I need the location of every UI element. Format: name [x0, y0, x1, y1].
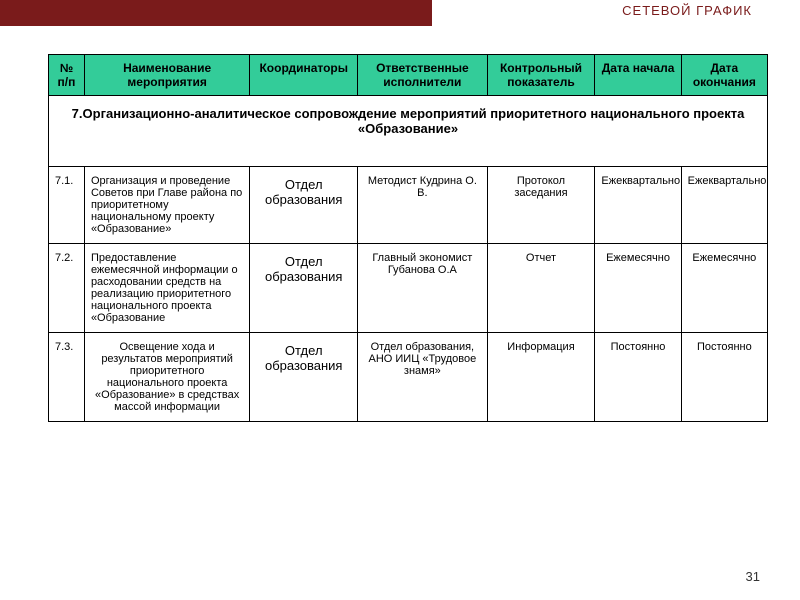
- cell-indicator: Информация: [487, 333, 595, 422]
- page-title: СЕТЕВОЙ ГРАФИК: [622, 3, 752, 18]
- cell-coord: Отдел образования: [250, 333, 358, 422]
- page-number: 31: [746, 569, 760, 584]
- col-start: Дата начала: [595, 55, 681, 96]
- cell-num: 7.2.: [49, 244, 85, 333]
- cell-resp: Отдел образования, АНО ИИЦ «Трудовое зна…: [358, 333, 487, 422]
- cell-start: Ежеквартально: [595, 167, 681, 244]
- cell-resp: Методист Кудрина О. В.: [358, 167, 487, 244]
- cell-coord: Отдел образования: [250, 167, 358, 244]
- cell-end: Ежеквартально: [681, 167, 767, 244]
- cell-num: 7.1.: [49, 167, 85, 244]
- cell-resp: Главный экономист Губанова О.А: [358, 244, 487, 333]
- schedule-table: № п/п Наименование мероприятия Координат…: [48, 54, 768, 422]
- cell-coord: Отдел образования: [250, 244, 358, 333]
- cell-num: 7.3.: [49, 333, 85, 422]
- cell-start: Постоянно: [595, 333, 681, 422]
- table-row: 7.2. Предоставление ежемесячной информац…: [49, 244, 768, 333]
- col-indicator: Контрольный показатель: [487, 55, 595, 96]
- cell-indicator: Протокол заседания: [487, 167, 595, 244]
- col-num: № п/п: [49, 55, 85, 96]
- cell-start: Ежемесячно: [595, 244, 681, 333]
- cell-name: Предоставление ежемесячной информации о …: [84, 244, 249, 333]
- cell-end: Постоянно: [681, 333, 767, 422]
- section-title-row: 7.Организационно-аналитическое сопровожд…: [49, 96, 768, 167]
- header-bar: [0, 0, 432, 26]
- cell-indicator: Отчет: [487, 244, 595, 333]
- table-row: 7.3. Освещение хода и результатов меропр…: [49, 333, 768, 422]
- section-title: 7.Организационно-аналитическое сопровожд…: [49, 96, 768, 167]
- table-row: 7.1. Организация и проведение Советов пр…: [49, 167, 768, 244]
- col-coord: Координаторы: [250, 55, 358, 96]
- col-resp: Ответственные исполнители: [358, 55, 487, 96]
- col-name: Наименование мероприятия: [84, 55, 249, 96]
- table-header-row: № п/п Наименование мероприятия Координат…: [49, 55, 768, 96]
- cell-name: Организация и проведение Советов при Гла…: [84, 167, 249, 244]
- col-end: Дата окончания: [681, 55, 767, 96]
- cell-end: Ежемесячно: [681, 244, 767, 333]
- cell-name: Освещение хода и результатов мероприятий…: [84, 333, 249, 422]
